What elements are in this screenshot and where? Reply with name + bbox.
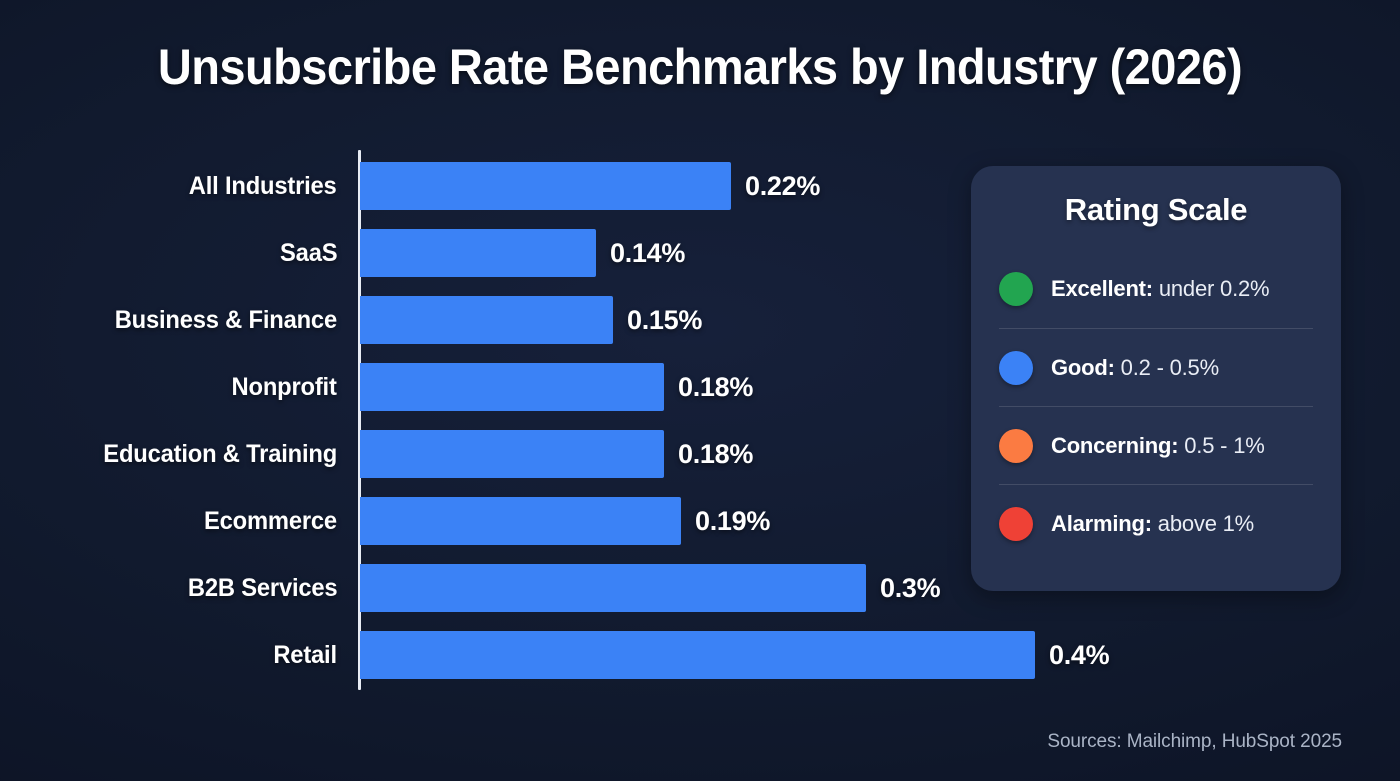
source-attribution: Sources: Mailchimp, HubSpot 2025	[1047, 731, 1342, 752]
legend-item: Concerning: 0.5 - 1%	[999, 406, 1313, 484]
bar-category-label: SaaS	[279, 239, 338, 267]
bar-fill[interactable]	[360, 229, 596, 277]
legend-item-range: 0.5 - 1%	[1178, 432, 1265, 458]
bar-row: Education & Training 0.18%	[0, 430, 1400, 478]
bar-track: 0.4%	[360, 631, 1400, 679]
bar-value-label: 0.3%	[880, 573, 941, 603]
legend-item-label: Alarming:	[1051, 510, 1152, 536]
bar-fill[interactable]	[360, 631, 1035, 679]
y-axis-line	[358, 150, 361, 690]
bar-category-label: Business & Finance	[114, 306, 337, 334]
legend-item-range: under 0.2%	[1152, 276, 1270, 301]
bar-value-label: 0.14%	[610, 238, 686, 268]
legend-item-text: Excellent: under 0.2%	[1051, 276, 1270, 302]
legend-color-dot-icon	[999, 428, 1033, 463]
bar-category-label: Education & Training	[103, 440, 337, 468]
bar-value-label: 0.22%	[745, 171, 821, 201]
bar-value-label: 0.19%	[695, 506, 771, 536]
bar-fill[interactable]	[360, 497, 681, 545]
bar-category-label: All Industries	[189, 172, 337, 200]
bar-track: 0.18%	[360, 430, 1400, 478]
page-title: Unsubscribe Rate Benchmarks by Industry …	[157, 39, 1243, 95]
bar-value-label: 0.18%	[678, 372, 754, 402]
legend-item-label: Good:	[1051, 354, 1115, 380]
legend-item-range: above 1%	[1151, 510, 1255, 536]
bar-fill[interactable]	[360, 296, 613, 344]
bar-category-label: Nonprofit	[231, 373, 337, 401]
legend-item-list: Excellent: under 0.2% Good: 0.2 - 0.5% Con…	[999, 250, 1313, 562]
legend-item-text: Concerning: 0.5 - 1%	[1051, 433, 1265, 459]
bar-fill[interactable]	[360, 430, 664, 478]
legend-title: Rating Scale	[1064, 192, 1248, 227]
bar-category-label: Retail	[273, 641, 337, 669]
legend-item: Excellent: under 0.2%	[999, 250, 1313, 328]
bar-row: Ecommerce 0.19%	[0, 497, 1400, 545]
legend-item: Good: 0.2 - 0.5%	[999, 328, 1313, 406]
legend-color-dot-icon	[999, 506, 1033, 541]
legend-item-range: 0.2 - 0.5%	[1114, 354, 1219, 380]
bar-track: 0.18%	[360, 363, 1400, 411]
rating-scale-legend-panel: Rating Scale Excellent: under 0.2% Good: …	[971, 166, 1341, 591]
bar-fill[interactable]	[360, 162, 731, 210]
bar-category-label: Ecommerce	[204, 507, 337, 535]
legend-item-text: Alarming: above 1%	[1051, 511, 1254, 537]
bar-row: SaaS 0.14%	[0, 229, 1400, 277]
bar-fill[interactable]	[360, 564, 866, 612]
bar-track: 0.14%	[360, 229, 1400, 277]
bar-track: 0.19%	[360, 497, 1400, 545]
bar-track: 0.22%	[360, 162, 1400, 210]
bar-category-label: B2B Services	[187, 574, 337, 602]
legend-item-label: Excellent:	[1051, 276, 1153, 301]
bar-fill[interactable]	[360, 363, 664, 411]
legend-item-label: Concerning:	[1051, 432, 1179, 458]
bar-chart-plot-area: All Industries 0.22% SaaS 0.14% Business & F…	[0, 150, 1400, 695]
bar-row: B2B Services 0.3%	[0, 564, 1400, 612]
legend-color-dot-icon	[999, 272, 1033, 306]
bar-row: Retail 0.4%	[0, 631, 1400, 679]
legend-item: Alarming: above 1%	[999, 484, 1313, 562]
bar-track: 0.3%	[360, 564, 1400, 612]
bar-row: All Industries 0.22%	[0, 162, 1400, 210]
bar-value-label: 0.18%	[678, 439, 754, 469]
bar-row: Nonprofit 0.18%	[0, 363, 1400, 411]
legend-item-text: Good: 0.2 - 0.5%	[1051, 355, 1219, 381]
bar-row: Business & Finance 0.15%	[0, 296, 1400, 344]
bar-value-label: 0.4%	[1049, 640, 1110, 670]
legend-color-dot-icon	[999, 350, 1033, 385]
bar-track: 0.15%	[360, 296, 1400, 344]
bar-value-label: 0.15%	[627, 305, 703, 335]
